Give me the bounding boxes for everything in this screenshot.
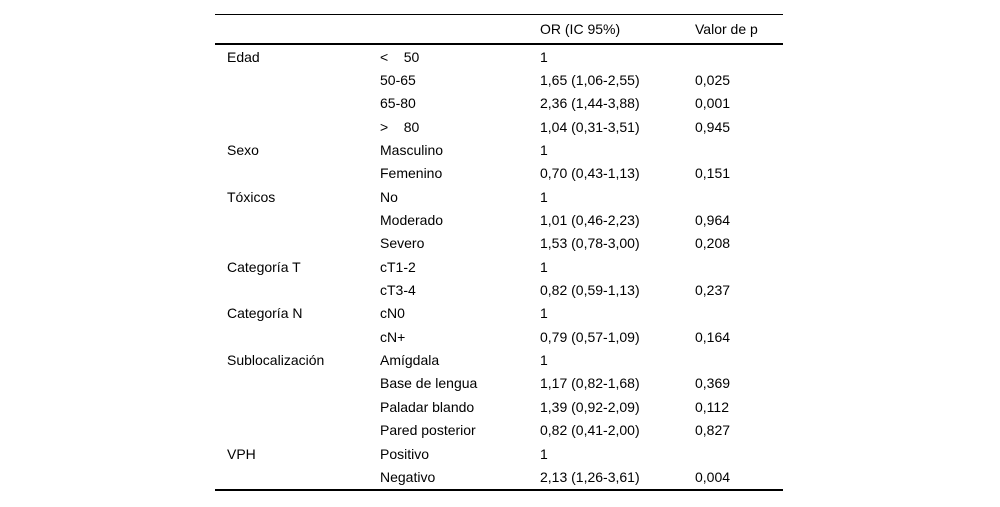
table-row: Categoría T cT1-2 1 <box>215 255 783 278</box>
cell-level: 65-80 <box>380 95 416 112</box>
table-row: Femenino 0,70 (0,43-1,13) 0,151 <box>215 162 783 185</box>
cell-p: 0,964 <box>695 212 731 229</box>
table-row: Tóxicos No 1 <box>215 185 783 208</box>
cell-or: 1 <box>540 258 548 275</box>
cell-p: 0,208 <box>695 235 731 252</box>
cell-or: 0,82 (0,59-1,13) <box>540 282 640 299</box>
statistics-table: OR (IC 95%) Valor de p Edad < 50 1 50-65 1,6… <box>215 14 783 491</box>
cell-or: 0,82 (0,41-2,00) <box>540 422 640 439</box>
table-row: Severo 1,53 (0,78-3,00) 0,208 <box>215 232 783 255</box>
cell-level: Negativo <box>380 468 436 485</box>
table-row: Negativo 2,13 (1,26-3,61) 0,004 <box>215 465 783 488</box>
cell-level: cT3-4 <box>380 282 416 299</box>
cell-or: 0,70 (0,43-1,13) <box>540 165 640 182</box>
cell-or: 1,53 (0,78-3,00) <box>540 235 640 252</box>
table-row: cN+ 0,79 (0,57-1,09) 0,164 <box>215 325 783 348</box>
cell-level: Moderado <box>380 212 444 229</box>
table-row: Base de lengua 1,17 (0,82-1,68) 0,369 <box>215 372 783 395</box>
cell-p: 0,369 <box>695 375 731 392</box>
cell-or: 1,04 (0,31-3,51) <box>540 118 640 135</box>
cell-p: 0,025 <box>695 72 731 89</box>
table-row: Pared posterior 0,82 (0,41-2,00) 0,827 <box>215 419 783 442</box>
cell-or: 2,13 (1,26-3,61) <box>540 468 640 485</box>
table-header-row: OR (IC 95%) Valor de p <box>215 15 783 45</box>
table-row: 50-65 1,65 (1,06-2,55) 0,025 <box>215 68 783 91</box>
table-body: Edad < 50 1 50-65 1,65 (1,06-2,55) 0,025 65-80… <box>215 45 783 491</box>
cell-or: 1,01 (0,46-2,23) <box>540 212 640 229</box>
cell-or: 1 <box>540 142 548 159</box>
cell-p: 0,237 <box>695 282 731 299</box>
cell-level: cT1-2 <box>380 258 416 275</box>
cell-or: 1,39 (0,92-2,09) <box>540 398 640 415</box>
table-row: Sexo Masculino 1 <box>215 138 783 161</box>
cell-level: < 50 <box>380 48 420 65</box>
table-row: cT3-4 0,82 (0,59-1,13) 0,237 <box>215 278 783 301</box>
cell-variable: Categoría N <box>227 305 303 322</box>
header-valor-de-p: Valor de p <box>695 21 758 37</box>
header-or-ic95: OR (IC 95%) <box>540 21 621 37</box>
cell-p: 0,001 <box>695 95 731 112</box>
cell-p: 0,004 <box>695 468 731 485</box>
table-row: 65-80 2,36 (1,44-3,88) 0,001 <box>215 92 783 115</box>
table-row: Categoría N cN0 1 <box>215 302 783 325</box>
cell-level: No <box>380 188 398 205</box>
table-row: Edad < 50 1 <box>215 45 783 68</box>
cell-level: Severo <box>380 235 425 252</box>
cell-level: Paladar blando <box>380 398 475 415</box>
table-row: > 80 1,04 (0,31-3,51) 0,945 <box>215 115 783 138</box>
cell-variable: VPH <box>227 445 256 462</box>
cell-level: cN+ <box>380 328 406 345</box>
cell-level: Masculino <box>380 142 444 159</box>
cell-p: 0,827 <box>695 422 731 439</box>
cell-or: 1 <box>540 48 548 65</box>
cell-variable: Sublocalización <box>227 352 325 369</box>
cell-level: cN0 <box>380 305 405 322</box>
cell-or: 1 <box>540 305 548 322</box>
cell-variable: Tóxicos <box>227 188 276 205</box>
table-row: VPH Positivo 1 <box>215 442 783 465</box>
cell-variable: Sexo <box>227 142 259 159</box>
cell-p: 0,151 <box>695 165 731 182</box>
cell-level: > 80 <box>380 118 420 135</box>
cell-p: 0,112 <box>695 398 729 415</box>
table-row: Sublocalización Amígdala 1 <box>215 348 783 371</box>
table-row: Moderado 1,01 (0,46-2,23) 0,964 <box>215 208 783 231</box>
cell-or: 0,79 (0,57-1,09) <box>540 328 640 345</box>
cell-or: 1,17 (0,82-1,68) <box>540 375 640 392</box>
cell-or: 1 <box>540 188 548 205</box>
cell-or: 1,65 (1,06-2,55) <box>540 72 640 89</box>
cell-p: 0,164 <box>695 328 731 345</box>
cell-or: 1 <box>540 352 548 369</box>
cell-variable: Categoría T <box>227 258 301 275</box>
cell-or: 1 <box>540 445 548 462</box>
cell-variable: Edad <box>227 48 260 65</box>
cell-level: Amígdala <box>380 352 440 369</box>
cell-level: 50-65 <box>380 72 416 89</box>
cell-level: Femenino <box>380 165 443 182</box>
table-row: Paladar blando 1,39 (0,92-2,09) 0,112 <box>215 395 783 418</box>
cell-level: Positivo <box>380 445 430 462</box>
cell-level: Pared posterior <box>380 422 476 439</box>
cell-p: 0,945 <box>695 118 731 135</box>
cell-or: 2,36 (1,44-3,88) <box>540 95 640 112</box>
cell-level: Base de lengua <box>380 375 478 392</box>
